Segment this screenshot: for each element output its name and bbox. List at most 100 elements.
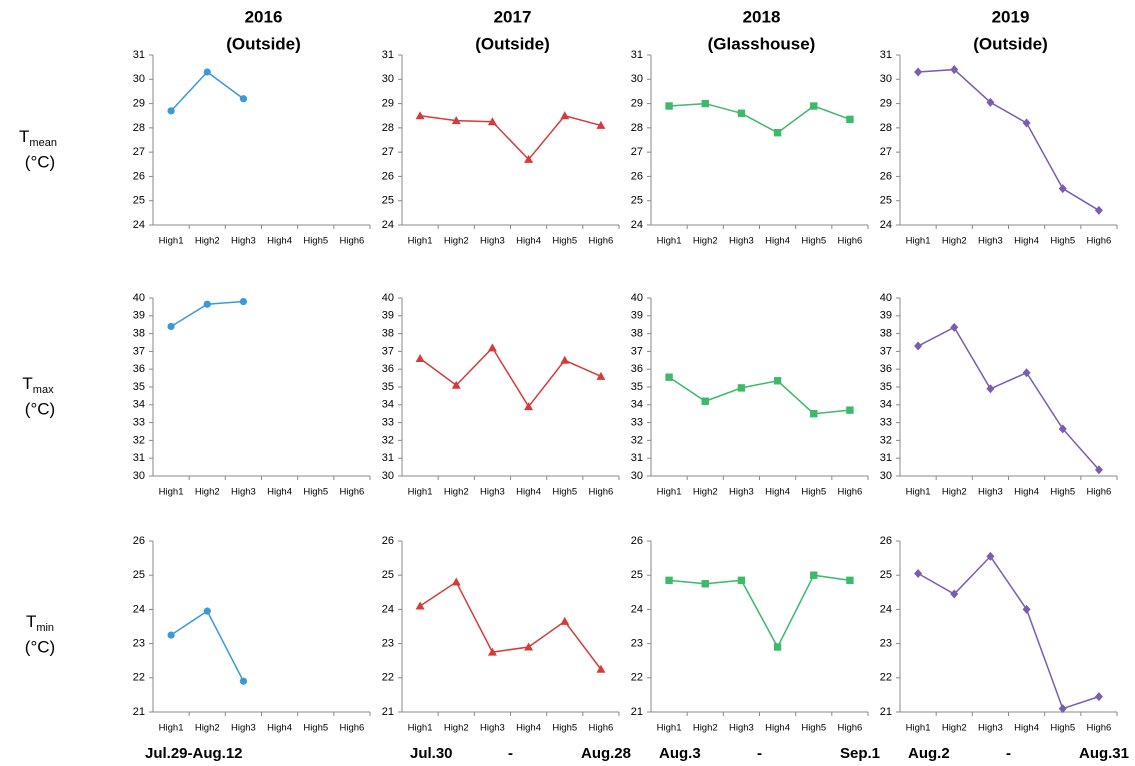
- y-tick-label: 22: [631, 672, 643, 684]
- chart: 24 25 26 27 28 29 30 31 High1 High2 High3 High4 High…: [382, 49, 620, 247]
- y-tick-label: 27: [631, 146, 643, 158]
- y-tick-label: 23: [880, 638, 892, 650]
- x-tick-label: High3: [480, 723, 505, 734]
- x-tick-label: High6: [838, 236, 863, 247]
- x-tick-label: High3: [729, 487, 754, 498]
- marker: [1094, 205, 1103, 215]
- x-tick-label: High3: [978, 236, 1003, 247]
- x-tick-label: High6: [340, 487, 365, 498]
- subscript: mean: [29, 137, 57, 149]
- marker: [1058, 704, 1067, 714]
- x-tick-label: High6: [1087, 723, 1112, 734]
- x-tick-label: High1: [159, 487, 184, 498]
- x-tick-label: High2: [195, 487, 220, 498]
- subscript: max: [33, 384, 54, 396]
- marker: [415, 601, 425, 610]
- chart: 30 31 32 33 34 35 36 37 38 39 40 High1 High2 High3 Hig…: [880, 292, 1118, 498]
- x-tick-label: High5: [552, 236, 577, 247]
- x-tick-label: High5: [801, 723, 826, 734]
- x-tick-label: High5: [303, 723, 328, 734]
- y-tick-label: 40: [880, 292, 892, 304]
- x-tick-label: High5: [552, 723, 577, 734]
- x-tick-label: High4: [267, 487, 292, 498]
- x-tick-label: High2: [444, 723, 469, 734]
- marker: [950, 65, 959, 75]
- y-tick-label: 26: [880, 535, 892, 547]
- y-tick-label: 38: [880, 328, 892, 340]
- y-tick-label: 35: [631, 381, 643, 393]
- series-line: [419, 580, 602, 670]
- marker: [415, 111, 425, 120]
- x-tick-label: High3: [729, 236, 754, 247]
- x-tick-label: High6: [1087, 487, 1112, 498]
- y-tick-label: 22: [133, 672, 145, 684]
- y-tick-label: 31: [631, 49, 643, 61]
- y-tick-label: 25: [382, 569, 394, 581]
- subscript: min: [36, 622, 54, 634]
- column-title: 2017: [494, 7, 532, 26]
- x-tick-label: High1: [159, 236, 184, 247]
- marker: [203, 607, 211, 615]
- y-tick-label: 25: [133, 195, 145, 207]
- y-tick-label: 30: [133, 73, 145, 85]
- y-tick-label: 38: [631, 328, 643, 340]
- x-tick-label: High6: [589, 723, 614, 734]
- marker: [487, 343, 497, 352]
- marker: [524, 154, 534, 163]
- y-tick-label: 32: [880, 434, 892, 446]
- y-tick-label: 32: [631, 434, 643, 446]
- marker: [737, 576, 746, 585]
- y-tick-label: 31: [382, 49, 394, 61]
- y-tick-label: 34: [133, 399, 145, 411]
- period-label: -: [1006, 745, 1011, 762]
- chart: 30 31 32 33 34 35 36 37 38 39 40 High1 High2 High3 Hig…: [631, 292, 869, 498]
- marker: [986, 384, 995, 394]
- marker: [560, 355, 570, 364]
- x-tick-label: High4: [765, 236, 790, 247]
- column-subtitle: (Outside): [973, 34, 1048, 53]
- y-tick-label: 30: [631, 470, 643, 482]
- row-label: Tmax: [22, 374, 54, 395]
- y-tick-label: 34: [382, 399, 394, 411]
- period-label: -: [757, 745, 762, 762]
- x-tick-label: High4: [765, 723, 790, 734]
- marker: [810, 571, 818, 579]
- x-tick-label: High2: [942, 487, 967, 498]
- period-label: Jul.30: [410, 745, 453, 762]
- y-tick-label: 37: [133, 345, 145, 357]
- x-tick-label: High6: [340, 236, 365, 247]
- y-tick-label: 38: [133, 328, 145, 340]
- x-tick-label: High1: [657, 236, 682, 247]
- x-tick-label: High6: [838, 723, 863, 734]
- y-tick-label: 40: [133, 292, 145, 304]
- marker: [773, 129, 782, 137]
- marker: [914, 341, 923, 351]
- y-tick-label: 24: [631, 603, 643, 615]
- y-tick-label: 24: [133, 603, 145, 615]
- row-label: Tmin: [26, 612, 54, 633]
- series-line: [669, 102, 851, 134]
- chart: 21 22 23 24 25 26 High1 High2 High3 High4 High5 Hig…: [133, 535, 371, 734]
- marker: [203, 300, 211, 308]
- y-tick-label: 26: [382, 535, 394, 547]
- x-tick-label: High1: [408, 236, 433, 247]
- marker: [451, 577, 461, 586]
- y-tick-label: 23: [631, 638, 643, 650]
- x-tick-label: High4: [516, 236, 541, 247]
- x-tick-label: High4: [267, 723, 292, 734]
- series-line: [918, 68, 1100, 212]
- period-label: Aug.3: [659, 745, 701, 762]
- series-line: [669, 574, 851, 649]
- y-tick-label: 40: [631, 292, 643, 304]
- series-line: [917, 555, 1100, 710]
- y-tick-label: 31: [880, 452, 892, 464]
- x-tick-label: High4: [516, 723, 541, 734]
- y-tick-label: 29: [382, 97, 394, 109]
- column-title: 2019: [992, 7, 1030, 26]
- y-tick-label: 30: [382, 73, 394, 85]
- x-tick-label: High1: [408, 723, 433, 734]
- y-tick-label: 24: [631, 219, 643, 231]
- marker: [1022, 604, 1031, 614]
- marker: [950, 589, 959, 599]
- column-subtitle: (Outside): [475, 34, 550, 53]
